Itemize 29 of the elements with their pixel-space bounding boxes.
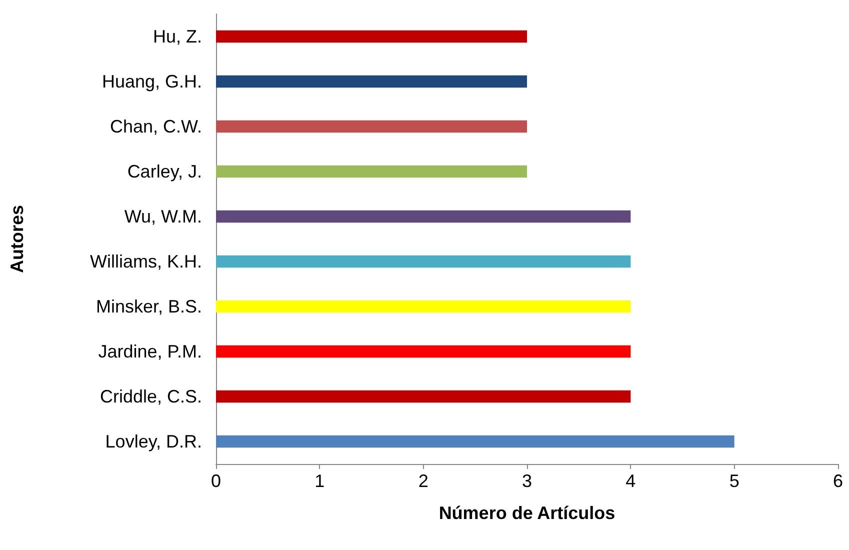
y-tick-label: Hu, Z. — [152, 26, 202, 46]
x-tick-label: 1 — [314, 471, 325, 491]
x-axis-title: Número de Artículos — [438, 503, 616, 523]
x-tick-label: 5 — [729, 471, 740, 491]
y-tick-label: Lovley, D.R. — [105, 432, 202, 452]
x-tick-label: 4 — [626, 471, 636, 491]
x-tick-label: 3 — [522, 471, 532, 491]
bar — [216, 435, 734, 448]
x-tick-label: 6 — [832, 471, 844, 491]
y-tick-label: Huang, G.H. — [102, 72, 202, 92]
y-tick-label: Williams, K.H. — [90, 252, 202, 272]
y-tick-label: Minsker, B.S. — [96, 296, 202, 316]
bar — [216, 345, 631, 358]
x-tick-label: 2 — [418, 471, 428, 491]
y-tick-label: Criddle, C.S. — [100, 386, 202, 406]
y-tick-label: Jardine, P.M. — [98, 342, 202, 362]
bar — [216, 120, 527, 133]
x-tick-label: 0 — [210, 471, 222, 491]
y-tick-label: Carley, J. — [127, 162, 202, 182]
bar — [216, 390, 631, 403]
bar — [216, 210, 631, 223]
bar — [216, 75, 527, 88]
y-tick-label: Wu, W.M. — [124, 206, 202, 226]
bar — [216, 165, 527, 178]
bar — [216, 30, 527, 43]
y-tick-label: Chan, C.W. — [110, 116, 202, 136]
y-axis-title: Autores — [7, 204, 27, 274]
bar — [216, 300, 631, 313]
bar — [216, 255, 631, 268]
